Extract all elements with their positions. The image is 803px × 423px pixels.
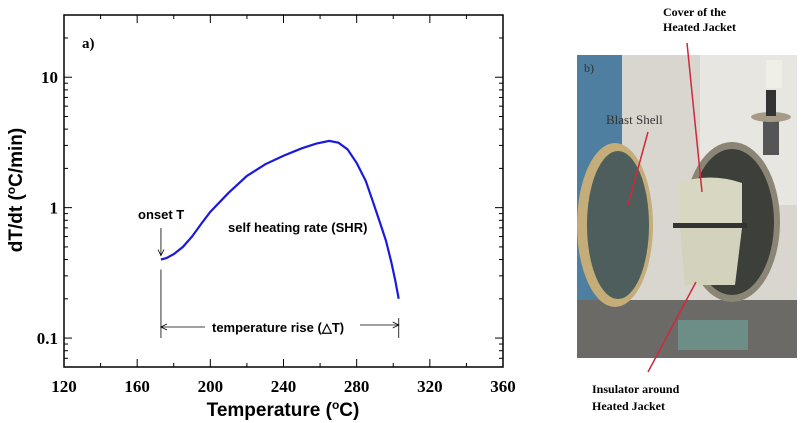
shr-curve (160, 139, 400, 300)
rise-arrowhead-left (160, 323, 168, 331)
shr-label: self heating rate (SHR) (228, 220, 367, 235)
panel-label-b: b) (584, 61, 594, 75)
rise-arrowhead-right (392, 321, 400, 329)
apparatus-photo (577, 55, 797, 358)
y-tick-label: 0.1 (37, 329, 58, 348)
x-tick-label: 160 (124, 377, 150, 396)
onset-arrowhead (157, 249, 165, 257)
x-axis-label: Temperature (oC) (207, 398, 360, 421)
x-tick-label: 360 (490, 377, 516, 396)
y-axis-label: dT/dt (oC/min) (4, 128, 27, 252)
cover-label-line1: Cover of the (663, 5, 727, 19)
x-tick-label: 200 (198, 377, 224, 396)
x-tick-label: 240 (271, 377, 297, 396)
x-tick-label: 280 (344, 377, 370, 396)
insulator-label-line2: Heated Jacket (592, 399, 665, 413)
chart-panel-a: 120 160 200 240 280 320 360 0.1 1 10 a) onset T s… (4, 14, 516, 421)
y-tick-label: 1 (50, 199, 59, 218)
photo-panel-b: b) Blast Shell Cover of the Heated Jacke… (577, 5, 797, 413)
blast-shell-label: Blast Shell (606, 112, 663, 127)
pointer-arrows (627, 42, 703, 373)
x-tick-label: 120 (51, 377, 77, 396)
insulator-pointer (647, 281, 697, 373)
cover-pointer (686, 42, 703, 193)
x-tick-label: 320 (417, 377, 443, 396)
onset-label: onset T (138, 207, 184, 222)
cover-label-line2: Heated Jacket (663, 20, 736, 34)
y-tick-label: 10 (41, 68, 58, 87)
insulator-label-line1: Insulator around (592, 382, 680, 396)
plot-frame (63, 14, 504, 368)
rise-label: temperature rise (△T) (212, 320, 344, 335)
panel-label-a: a) (82, 36, 95, 52)
blast-shell-pointer (627, 131, 649, 206)
